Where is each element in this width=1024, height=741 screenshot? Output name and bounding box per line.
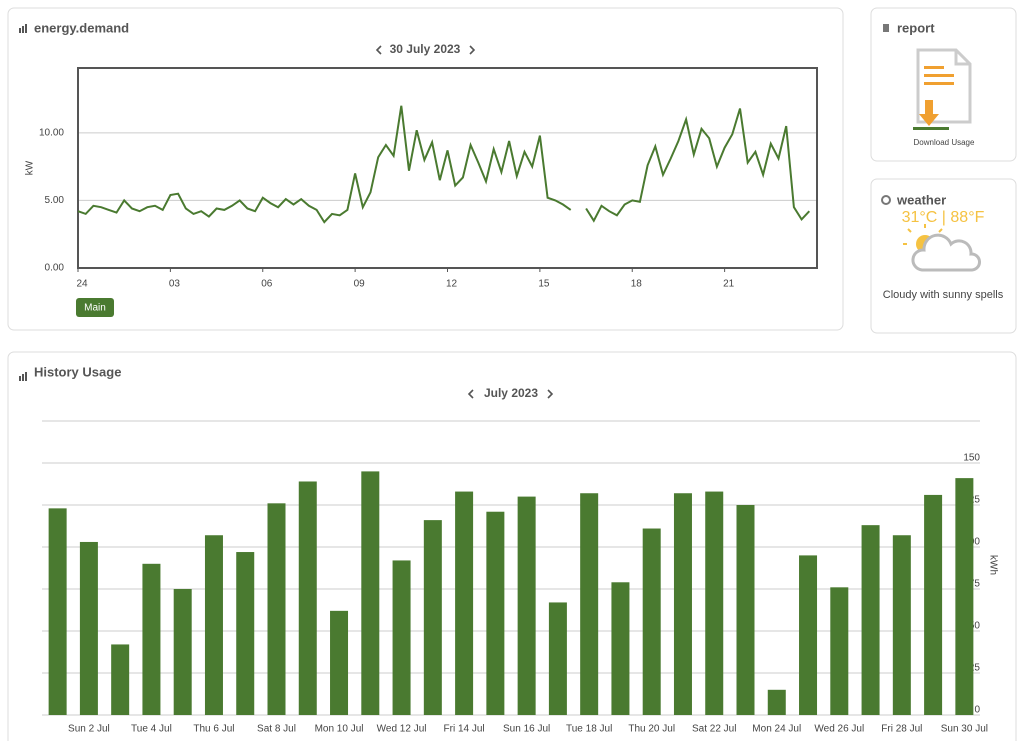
x-tick-label: Tue 18 Jul <box>566 724 612 735</box>
x-tick-label: Mon 10 Jul <box>315 724 364 735</box>
bar <box>423 520 442 715</box>
x-tick-label: 21 <box>723 279 735 290</box>
x-tick-label: Fri 28 Jul <box>881 724 922 735</box>
x-tick-label: Thu 20 Jul <box>628 724 675 735</box>
bar <box>767 689 786 715</box>
y-tick-label: 75 <box>969 579 981 590</box>
bar <box>392 560 411 715</box>
nav-arrows[interactable] <box>467 389 554 399</box>
bar <box>236 552 255 715</box>
bar <box>111 644 130 715</box>
x-tick-label: Wed 12 Jul <box>377 724 427 735</box>
bar <box>611 582 630 715</box>
bar <box>580 493 599 715</box>
x-tick-label: 15 <box>538 279 550 290</box>
bar <box>830 587 849 715</box>
download-caption[interactable]: Download Usage <box>914 138 975 147</box>
bar <box>361 471 380 715</box>
bar <box>330 610 349 715</box>
y-tick-label: 50 <box>969 621 981 632</box>
bar <box>548 602 567 715</box>
chart-icon <box>19 372 27 381</box>
line-series <box>77 105 811 224</box>
bar <box>486 511 505 715</box>
x-tick-label: 09 <box>354 279 366 290</box>
bar <box>48 508 67 715</box>
x-tick-label: 12 <box>446 279 458 290</box>
y-tick-label: 10.00 <box>39 128 64 139</box>
bar <box>142 563 161 715</box>
y-tick-label: 25 <box>969 663 981 674</box>
bar <box>267 503 286 715</box>
x-tick-label: Mon 24 Jul <box>752 724 801 735</box>
bar <box>892 535 911 715</box>
x-tick-label: Sat 8 Jul <box>257 724 296 735</box>
panel-title: History Usage <box>34 364 121 379</box>
panel <box>7 7 844 331</box>
gear-icon <box>881 195 891 205</box>
bar <box>455 491 474 715</box>
y-tick-label: 0.00 <box>45 263 65 274</box>
bar <box>642 528 661 715</box>
x-tick-label: Tue 4 Jul <box>131 724 172 735</box>
bar <box>955 478 974 715</box>
chart-icon <box>19 24 27 33</box>
x-tick-label: Sun 16 Jul <box>503 724 550 735</box>
y-tick-label: 5.00 <box>45 195 65 206</box>
y-axis-label: kW <box>25 160 36 175</box>
bar <box>799 555 818 715</box>
x-tick-label: Wed 26 Jul <box>814 724 864 735</box>
download-icon[interactable] <box>913 48 972 130</box>
panel-title: weather <box>896 192 946 207</box>
bar <box>204 535 223 715</box>
x-tick-label: Sun 30 Jul <box>941 724 988 735</box>
bar <box>705 491 724 715</box>
x-tick-label: 06 <box>261 279 273 290</box>
bar <box>517 496 536 715</box>
doc-icon <box>883 24 889 32</box>
bar <box>861 525 880 715</box>
temperature: 31°C | 88°F <box>902 209 985 226</box>
x-tick-label: 18 <box>631 279 643 290</box>
chart-subtitle: 30 July 2023 <box>390 42 461 56</box>
weather-description: Cloudy with sunny spells <box>882 289 1004 301</box>
nav-arrows[interactable] <box>375 45 476 55</box>
x-tick-label: Thu 6 Jul <box>193 724 234 735</box>
x-tick-label: 24 <box>76 279 88 290</box>
panel-title: energy.demand <box>34 20 129 35</box>
y-tick-label: 150 <box>963 453 980 464</box>
bar <box>298 481 317 715</box>
x-tick-label: Sun 2 Jul <box>68 724 110 735</box>
x-tick-label: Fri 14 Jul <box>444 724 485 735</box>
legend-swatch <box>76 298 114 317</box>
y-tick-label: 0 <box>974 705 980 716</box>
x-tick-label: Sat 22 Jul <box>692 724 736 735</box>
panel-title: report <box>897 20 935 35</box>
weather-icon <box>903 224 981 272</box>
y-axis-label: kWh <box>987 555 998 575</box>
legend-label: Main <box>84 303 106 314</box>
bar <box>673 493 692 715</box>
x-tick-label: 03 <box>169 279 181 290</box>
bar <box>924 494 943 715</box>
bar <box>173 589 192 715</box>
bar <box>79 541 98 715</box>
bar <box>736 505 755 715</box>
chart-subtitle: July 2023 <box>484 386 538 400</box>
